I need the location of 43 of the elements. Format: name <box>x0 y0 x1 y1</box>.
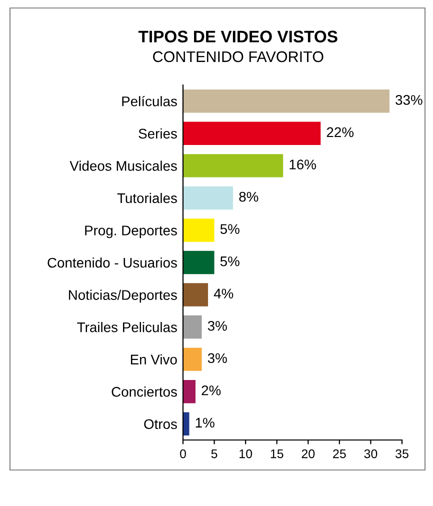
y-tick-label: Videos Musicales <box>70 160 177 171</box>
data-label: 3% <box>208 320 227 331</box>
data-label: 4% <box>214 288 234 298</box>
x-tick-label: 30 <box>364 449 378 458</box>
y-tick-label: Noticias/Deportes <box>68 290 177 303</box>
y-tick-label: Trailes Peliculas <box>77 322 177 332</box>
data-label: 5% <box>220 224 240 234</box>
x-tick-label: 15 <box>270 449 284 458</box>
chart-title: TIPOS DE VIDEO VISTOS <box>138 30 338 42</box>
y-tick-label: Prog. Deportes <box>85 226 177 238</box>
data-label: 3% <box>208 353 227 364</box>
y-tick-label: En Vivo <box>130 354 177 364</box>
x-tick-label: 20 <box>302 449 315 458</box>
x-tick-label: 5 <box>211 449 218 458</box>
bar <box>183 315 202 339</box>
x-tick-label: 10 <box>240 449 252 458</box>
chart-subtitle: CONTENIDO FAVORITO <box>153 51 324 62</box>
bar <box>183 154 284 178</box>
data-label: 22% <box>326 127 354 138</box>
y-tick-label: Otros <box>144 419 177 430</box>
bar <box>183 348 202 371</box>
x-tick-label: 0 <box>180 449 186 458</box>
data-label: 2% <box>202 385 221 396</box>
y-tick-label: Conciertos <box>112 386 177 397</box>
data-label: 5% <box>220 256 240 266</box>
bar <box>183 218 214 242</box>
bar <box>183 250 214 274</box>
bar <box>183 412 190 436</box>
y-tick-label: Tutoriales <box>117 192 177 204</box>
y-tick-label: Contenido - Usuarios <box>48 257 177 268</box>
x-tick-label: 35 <box>396 449 408 458</box>
data-label: 33% <box>396 95 422 105</box>
data-label: 8% <box>239 192 258 202</box>
bar <box>183 380 196 404</box>
data-label: 1% <box>196 418 214 428</box>
x-tick-label: 25 <box>333 449 346 458</box>
bar <box>183 122 321 146</box>
bar <box>183 283 208 306</box>
data-label: 16% <box>290 160 316 170</box>
bar <box>183 90 390 113</box>
y-tick-label: Series <box>138 128 177 139</box>
bar <box>183 186 234 210</box>
y-tick-label: Películas <box>122 96 177 106</box>
